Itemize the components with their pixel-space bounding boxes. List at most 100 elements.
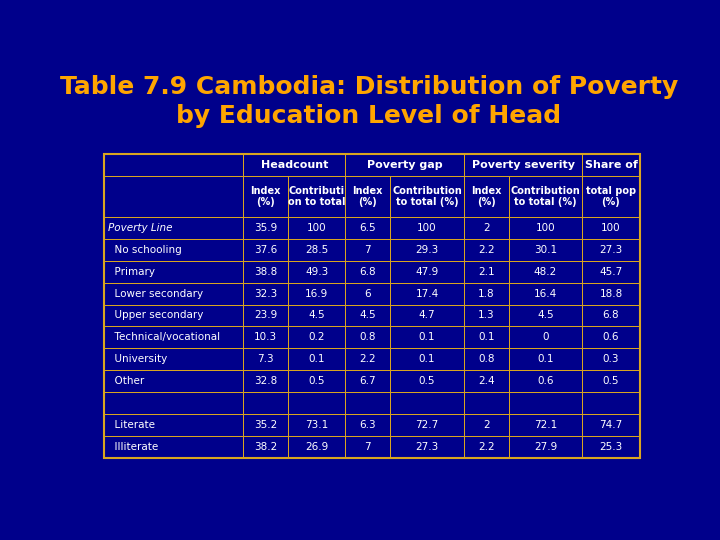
Text: 2.4: 2.4 (478, 376, 495, 386)
Bar (288, 239, 346, 261)
Text: 74.7: 74.7 (599, 420, 623, 430)
Bar (508, 239, 582, 261)
Bar (243, 217, 288, 239)
Text: 0.1: 0.1 (419, 354, 435, 364)
Bar (243, 436, 288, 458)
Text: 72.7: 72.7 (415, 420, 438, 430)
Bar (346, 261, 390, 282)
Bar (508, 392, 582, 414)
Text: 27.3: 27.3 (599, 245, 623, 255)
Bar (390, 217, 464, 239)
Text: Literate: Literate (109, 420, 156, 430)
Bar (243, 305, 288, 327)
Bar (288, 176, 346, 217)
Text: 0.6: 0.6 (537, 376, 554, 386)
Text: Share of: Share of (585, 160, 637, 170)
Bar (464, 414, 508, 436)
Bar (288, 261, 346, 282)
Bar (390, 436, 464, 458)
Text: Poverty Line: Poverty Line (109, 223, 173, 233)
Text: 38.8: 38.8 (254, 267, 277, 276)
Bar (243, 348, 288, 370)
Bar (104, 370, 243, 392)
Text: 6.5: 6.5 (359, 223, 376, 233)
Bar (390, 370, 464, 392)
Text: Index
(%): Index (%) (251, 186, 281, 207)
Bar (243, 327, 288, 348)
Bar (104, 282, 243, 305)
Text: Index
(%): Index (%) (353, 186, 383, 207)
Bar (288, 436, 346, 458)
Text: 27.3: 27.3 (415, 442, 438, 452)
Text: 6.7: 6.7 (359, 376, 376, 386)
Bar (464, 305, 508, 327)
Text: 0: 0 (542, 333, 549, 342)
Bar (390, 414, 464, 436)
Bar (346, 327, 390, 348)
Bar (582, 282, 639, 305)
Text: 2: 2 (483, 420, 490, 430)
Text: University: University (109, 354, 168, 364)
Text: 16.4: 16.4 (534, 288, 557, 299)
Text: 0.1: 0.1 (308, 354, 325, 364)
Bar (346, 436, 390, 458)
Bar (288, 305, 346, 327)
Text: 32.3: 32.3 (254, 288, 277, 299)
Bar (346, 305, 390, 327)
Bar (346, 217, 390, 239)
Text: Technical/vocational: Technical/vocational (109, 333, 220, 342)
Bar (464, 370, 508, 392)
Text: Headcount: Headcount (261, 160, 328, 170)
Text: Table 7.9 Cambodia: Distribution of Poverty
by Education Level of Head: Table 7.9 Cambodia: Distribution of Pove… (60, 75, 678, 128)
Text: 27.9: 27.9 (534, 442, 557, 452)
Text: 17.4: 17.4 (415, 288, 438, 299)
Bar (582, 154, 639, 176)
Bar (582, 261, 639, 282)
Bar (390, 348, 464, 370)
Bar (582, 305, 639, 327)
Text: Poverty severity: Poverty severity (472, 160, 575, 170)
Bar (508, 176, 582, 217)
Text: 0.6: 0.6 (603, 333, 619, 342)
Bar (288, 370, 346, 392)
Text: Other: Other (109, 376, 145, 386)
Text: 6.3: 6.3 (359, 420, 376, 430)
Bar (582, 348, 639, 370)
Text: 2.2: 2.2 (478, 442, 495, 452)
Bar (582, 414, 639, 436)
Text: Contributi
on to total: Contributi on to total (288, 186, 346, 207)
Text: 0.2: 0.2 (308, 333, 325, 342)
Bar (508, 217, 582, 239)
Text: total pop
(%): total pop (%) (586, 186, 636, 207)
Bar (104, 154, 639, 458)
Text: 38.2: 38.2 (254, 442, 277, 452)
Text: 6.8: 6.8 (359, 267, 376, 276)
Bar (104, 154, 243, 176)
Bar (390, 261, 464, 282)
Text: Lower secondary: Lower secondary (109, 288, 204, 299)
Text: 2.2: 2.2 (359, 354, 376, 364)
Bar (243, 154, 346, 176)
Text: 0.1: 0.1 (419, 333, 435, 342)
Bar (508, 436, 582, 458)
Bar (243, 282, 288, 305)
Bar (288, 414, 346, 436)
Bar (508, 348, 582, 370)
Text: 30.1: 30.1 (534, 245, 557, 255)
Bar (288, 348, 346, 370)
Bar (288, 217, 346, 239)
Text: 1.8: 1.8 (478, 288, 495, 299)
Text: 26.9: 26.9 (305, 442, 328, 452)
Bar (508, 261, 582, 282)
Text: 18.8: 18.8 (599, 288, 623, 299)
Bar (104, 305, 243, 327)
Bar (464, 176, 508, 217)
Bar (582, 436, 639, 458)
Text: 2.1: 2.1 (478, 267, 495, 276)
Text: 2: 2 (483, 223, 490, 233)
Text: 72.1: 72.1 (534, 420, 557, 430)
Text: 49.3: 49.3 (305, 267, 328, 276)
Text: 35.9: 35.9 (254, 223, 277, 233)
Bar (243, 414, 288, 436)
Bar (288, 392, 346, 414)
